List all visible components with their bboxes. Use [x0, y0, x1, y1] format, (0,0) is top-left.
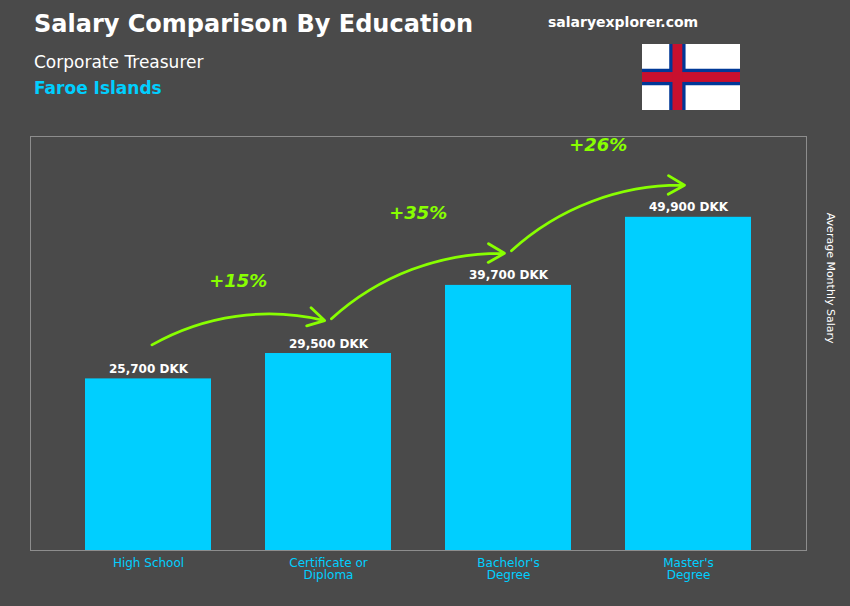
svg-text:29,500 DKK: 29,500 DKK — [289, 337, 369, 351]
html-text:Salary Comparison By Education: Salary Comparison By Education — [34, 10, 474, 38]
html-text:Faroe Islands: Faroe Islands — [34, 78, 162, 98]
svg-text:High School: High School — [113, 556, 184, 570]
svg-text:Master'sDegree: Master'sDegree — [663, 556, 714, 582]
svg-text:39,700 DKK: 39,700 DKK — [469, 268, 549, 282]
svg-text:Bachelor'sDegree: Bachelor'sDegree — [477, 556, 539, 582]
svg-text:+35%: +35% — [389, 202, 447, 223]
svg-text:25,700 DKK: 25,700 DKK — [109, 362, 189, 376]
html-text:salaryexplorer.com: salaryexplorer.com — [548, 14, 699, 30]
svg-text:Average Monthly Salary: Average Monthly Salary — [824, 213, 837, 344]
html-text:Corporate Treasurer: Corporate Treasurer — [34, 52, 204, 72]
svg-text:+26%: +26% — [569, 134, 627, 155]
svg-text:49,900 DKK: 49,900 DKK — [649, 200, 729, 214]
svg-text:+15%: +15% — [209, 270, 267, 291]
svg-text:Certificate orDiploma: Certificate orDiploma — [289, 556, 367, 582]
